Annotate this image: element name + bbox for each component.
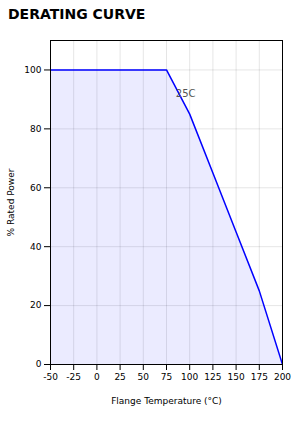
svg-text:% Rated Power: % Rated Power: [6, 168, 16, 236]
svg-text:0: 0: [94, 372, 100, 382]
svg-text:100: 100: [24, 65, 41, 75]
svg-text:-50: -50: [43, 372, 58, 382]
svg-text:50: 50: [138, 372, 150, 382]
svg-text:200: 200: [274, 372, 291, 382]
svg-text:-25: -25: [66, 372, 81, 382]
svg-text:0: 0: [36, 359, 42, 369]
svg-text:80: 80: [30, 124, 42, 134]
svg-text:75: 75: [161, 372, 172, 382]
svg-text:25: 25: [114, 372, 125, 382]
svg-text:150: 150: [228, 372, 245, 382]
svg-text:125: 125: [204, 372, 221, 382]
html-text:DERATING CURVE: DERATING CURVE: [8, 6, 146, 22]
svg-text:60: 60: [30, 183, 42, 193]
svg-text:40: 40: [30, 242, 42, 252]
svg-text:175: 175: [251, 372, 268, 382]
svg-text:20: 20: [30, 300, 42, 310]
svg-text:25C: 25C: [176, 88, 196, 99]
svg-text:100: 100: [181, 372, 198, 382]
svg-text:Flange Temperature (°C): Flange Temperature (°C): [111, 396, 222, 406]
